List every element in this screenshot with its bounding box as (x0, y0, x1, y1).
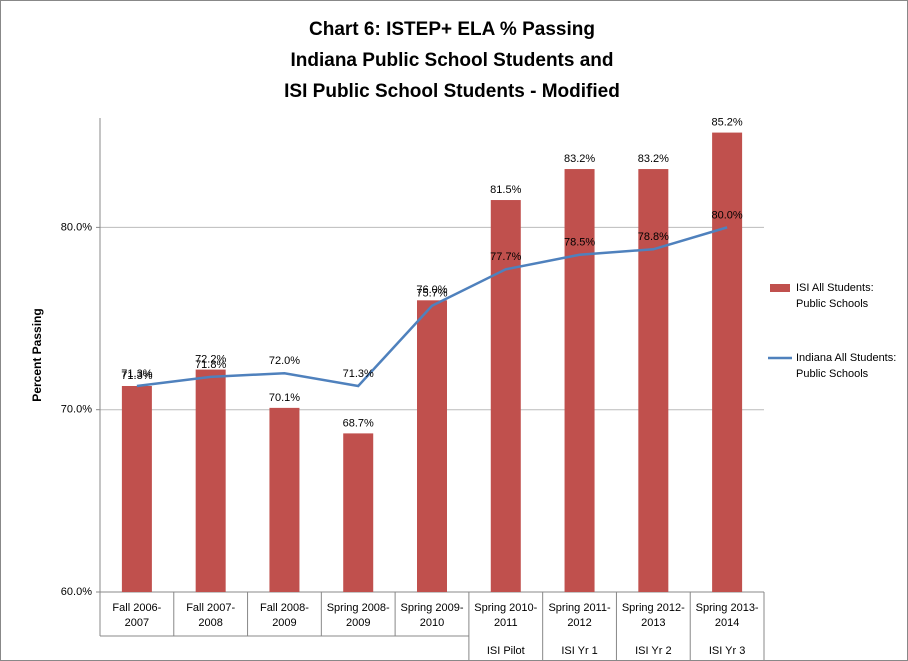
y-tick-label: 70.0% (61, 404, 92, 416)
x-tick-label: Spring 2013- (696, 602, 759, 614)
x-group-label: ISI Pilot (487, 645, 525, 657)
x-tick-label: Fall 2006- (112, 602, 161, 614)
bar-value-label: 70.1% (269, 392, 300, 404)
chart-title: ISI Public School Students - Modified (284, 81, 620, 102)
x-tick-label: Fall 2008- (260, 602, 309, 614)
legend-label: Public Schools (796, 368, 869, 380)
x-group-label: ISI Yr 2 (635, 645, 671, 657)
bar (490, 200, 521, 593)
bar-value-label: 72.2% (195, 353, 226, 365)
x-tick-label: Spring 2008- (327, 602, 390, 614)
bar-value-label: 71.3% (121, 370, 152, 382)
x-tick-label: 2009 (272, 617, 296, 629)
line-value-label: 71.3% (121, 368, 152, 380)
x-tick-label: 2011 (494, 617, 518, 629)
line-value-label: 71.3% (343, 368, 374, 380)
line-value-label: 75.7% (416, 288, 447, 300)
chart-title: Indiana Public School Students and (290, 50, 613, 71)
bar-value-label: 76.0% (416, 284, 447, 296)
line-value-label: 72.0% (269, 355, 300, 367)
x-tick-label: 2007 (125, 617, 149, 629)
bar-value-label: 68.7% (343, 417, 374, 429)
line (136, 226, 728, 388)
x-tick-label: 2014 (715, 617, 739, 629)
bar (195, 369, 226, 592)
x-tick-label: 2009 (346, 617, 370, 629)
legend-swatch (770, 284, 790, 292)
x-tick-label: Fall 2007- (186, 602, 235, 614)
bar (417, 300, 447, 592)
x-group-label: ISI Yr 3 (709, 645, 745, 657)
y-tick-label: 80.0% (61, 221, 92, 233)
x-tick-label: Spring 2012- (622, 602, 685, 614)
line-value-label: 71.8% (195, 359, 226, 371)
line-value-label: 78.5% (564, 237, 595, 249)
bar (343, 433, 374, 592)
x-tick-label: 2010 (420, 617, 444, 629)
line-value-label: 77.7% (490, 251, 521, 263)
x-group-label: ISI Yr 1 (561, 645, 597, 657)
legend-label: Indiana All Students: (796, 352, 896, 364)
bar-value-label: 83.2% (638, 153, 669, 165)
bar (638, 169, 669, 593)
x-tick-label: Spring 2009- (401, 602, 464, 614)
bar-value-label: 85.2% (712, 116, 743, 128)
bar (564, 169, 595, 593)
x-tick-label: 2012 (567, 617, 591, 629)
legend-label: Public Schools (796, 298, 869, 310)
x-tick-label: Spring 2010- (474, 602, 537, 614)
bar (712, 132, 743, 593)
legend-label: ISI All Students: (796, 282, 874, 294)
x-tick-label: 2008 (198, 617, 222, 629)
x-tick-label: Spring 2011- (548, 602, 611, 614)
line-value-label: 80.0% (712, 209, 743, 221)
bar-value-label: 81.5% (490, 184, 521, 196)
y-axis-label: Percent Passing (30, 308, 44, 401)
y-tick-label: 60.0% (61, 586, 92, 598)
line-value-label: 78.8% (638, 231, 669, 243)
chart-title: Chart 6: ISTEP+ ELA % Passing (309, 19, 595, 40)
x-tick-label: 2013 (641, 617, 665, 629)
bar (121, 385, 152, 592)
bar-value-label: 83.2% (564, 153, 595, 165)
bar (269, 407, 300, 592)
